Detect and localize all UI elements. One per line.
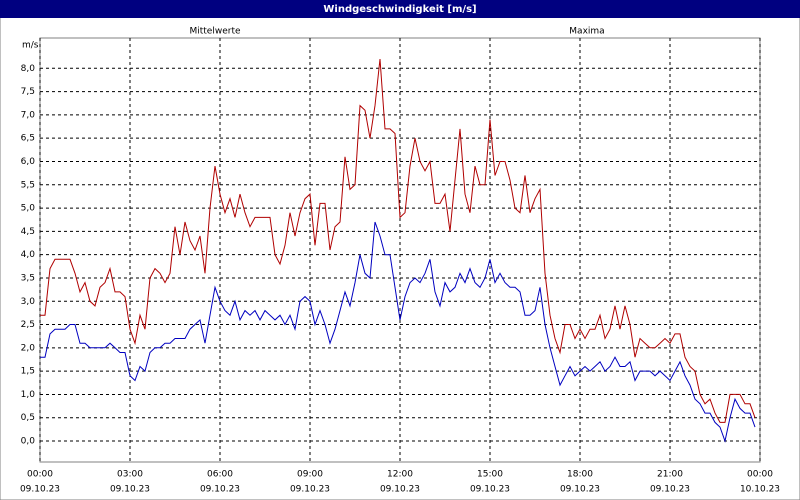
x-tick-label: 09:00	[297, 470, 323, 480]
legend-entry: Maxima	[569, 27, 604, 37]
y-tick-label: 4,0	[21, 250, 36, 260]
x-tick-label: 06:00	[207, 470, 233, 480]
y-tick-label: 1,0	[21, 390, 36, 400]
y-tick-label: 5,0	[21, 204, 36, 214]
x-tick-label: 12:00	[387, 470, 413, 480]
series-line	[40, 58, 756, 423]
y-tick-label: 3,5	[21, 273, 35, 283]
x-tick-label: 00:00	[747, 470, 773, 480]
x-tick-date: 09.10.23	[560, 485, 600, 495]
x-tick-date: 10.10.23	[740, 485, 780, 495]
y-tick-label: 2,5	[21, 320, 35, 330]
y-tick-label: 5,5	[21, 180, 35, 190]
x-tick-date: 09.10.23	[200, 485, 240, 495]
title-bar	[0, 0, 800, 18]
x-tick-date: 09.10.23	[650, 485, 690, 495]
x-tick-label: 18:00	[567, 470, 593, 480]
x-tick-date: 09.10.23	[380, 485, 420, 495]
x-tick-label: 03:00	[117, 470, 143, 480]
x-tick-label: 21:00	[657, 470, 683, 480]
y-axis-label: m/s	[22, 41, 39, 51]
x-tick-label: 00:00	[27, 470, 53, 480]
x-tick-label: 15:00	[477, 470, 503, 480]
y-tick-label: 2,0	[21, 343, 36, 353]
x-tick-date: 09.10.23	[470, 485, 510, 495]
legend-entry: Mittelwerte	[189, 27, 240, 37]
y-tick-label: 4,5	[21, 227, 35, 237]
y-tick-label: 6,5	[21, 134, 35, 144]
x-tick-date: 09.10.23	[290, 485, 330, 495]
y-tick-label: 0,5	[21, 413, 35, 423]
y-tick-label: 7,5	[21, 87, 35, 97]
y-tick-label: 3,0	[21, 297, 36, 307]
y-tick-label: 0,0	[21, 437, 36, 447]
x-tick-date: 09.10.23	[20, 485, 60, 495]
y-tick-label: 8,0	[21, 64, 36, 74]
y-tick-label: 7,0	[21, 110, 36, 120]
series-line	[40, 221, 756, 443]
chart-title: Windgeschwindigkeit [m/s]	[323, 4, 476, 15]
y-tick-label: 6,0	[21, 157, 36, 167]
y-tick-label: 1,5	[21, 367, 35, 377]
x-tick-date: 09.10.23	[110, 485, 150, 495]
